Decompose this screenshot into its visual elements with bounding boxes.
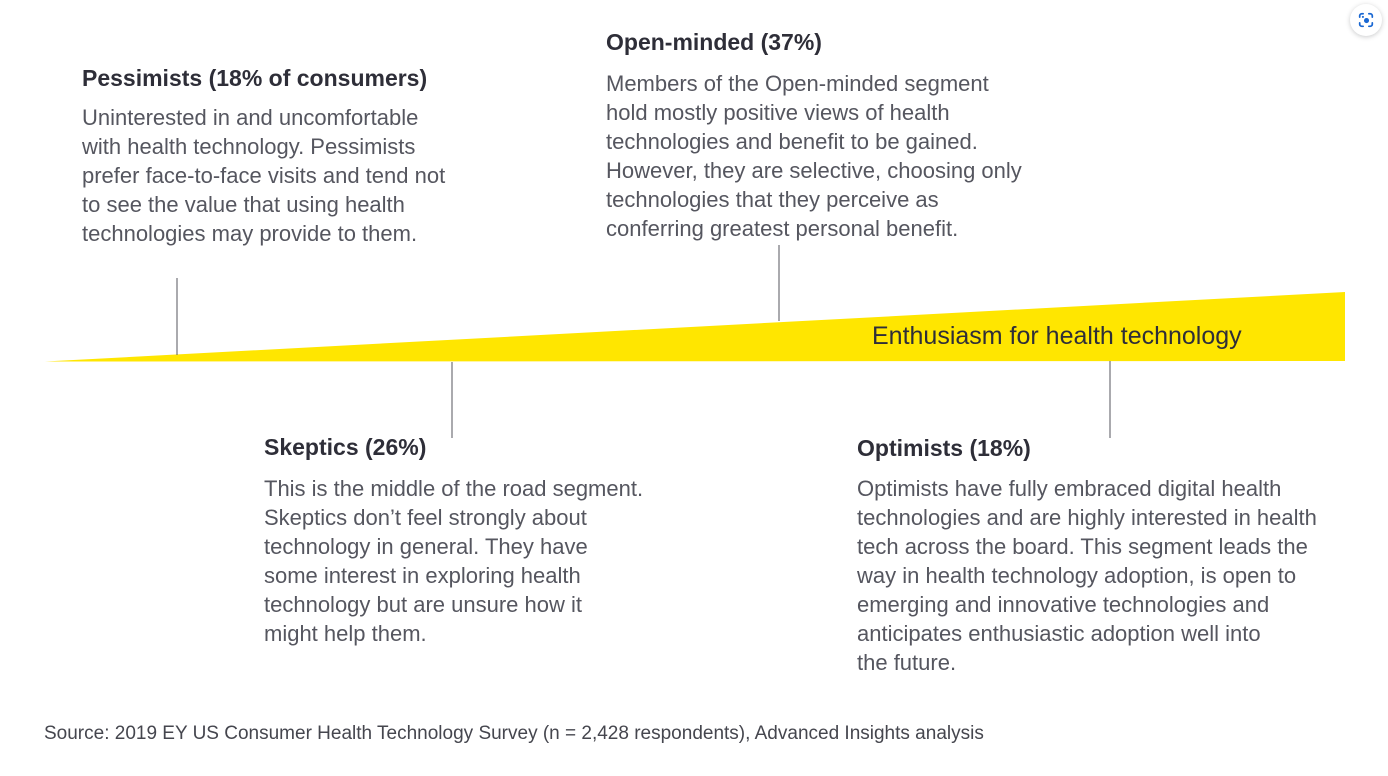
open-minded-description: Members of the Open-minded segment hold …: [606, 71, 1022, 241]
enthusiasm-wedge-shape: [45, 292, 1345, 362]
optimists-title: Optimists (18%): [857, 435, 1031, 461]
screen-capture-button[interactable]: [1350, 4, 1382, 36]
skeptics-description: This is the middle of the road segment. …: [264, 476, 644, 646]
skeptics-title: Skeptics (26%): [264, 434, 427, 460]
pessimists-description: Uninterested in and uncomfortable with h…: [82, 105, 446, 246]
optimists-description: Optimists have fully embraced digital he…: [857, 476, 1317, 675]
screen-capture-icon: [1358, 12, 1374, 28]
open-minded-title: Open-minded (37%): [606, 29, 822, 55]
pessimists-title: Pessimists (18% of consumers): [82, 65, 428, 91]
source-note: Source: 2019 EY US Consumer Health Techn…: [44, 723, 984, 744]
wedge-axis-label: Enthusiasm for health technology: [872, 322, 1242, 350]
